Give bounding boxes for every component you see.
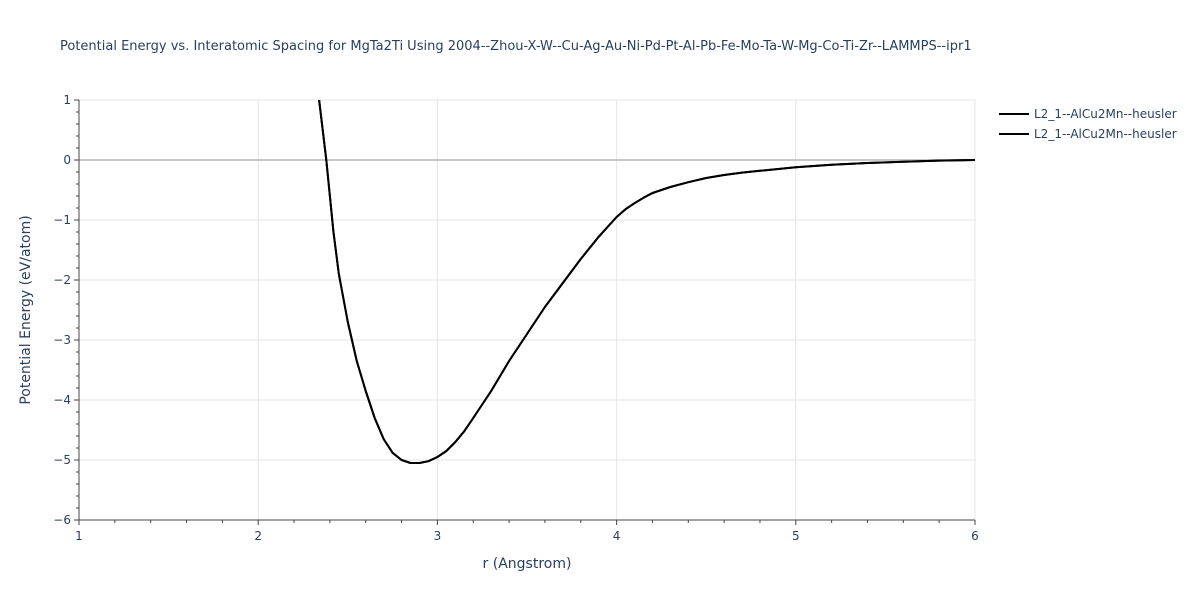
- grid-layer: [79, 99, 976, 520]
- y-tick-label: −4: [53, 393, 71, 407]
- x-tick-label: 4: [613, 529, 621, 543]
- series-line-1: [318, 100, 975, 464]
- series-line-2: [318, 100, 975, 464]
- y-tick-label: −3: [53, 333, 71, 347]
- x-tick-label: 3: [434, 529, 442, 543]
- axis-layer: 1 2 3 4 5 6 1 0 −1 −2 −3 −4 −5 −6: [53, 93, 979, 543]
- y-tick-label: −2: [53, 273, 71, 287]
- chart-title: Potential Energy vs. Interatomic Spacing…: [60, 39, 972, 54]
- x-tick-label: 6: [971, 529, 979, 543]
- legend-item-2[interactable]: L2_1--AlCu2Mn--heusler: [999, 127, 1177, 141]
- legend[interactable]: L2_1--AlCu2Mn--heusler L2_1--AlCu2Mn--heu…: [999, 107, 1177, 141]
- x-tick-label: 2: [254, 529, 262, 543]
- y-tick-label: −6: [53, 513, 71, 527]
- y-tick-label: 1: [63, 93, 71, 107]
- legend-label: L2_1--AlCu2Mn--heusler: [1034, 107, 1177, 121]
- y-tick-label: −1: [53, 213, 71, 227]
- y-tick-label: −5: [53, 453, 71, 467]
- x-tick-label: 5: [792, 529, 800, 543]
- legend-item-1[interactable]: L2_1--AlCu2Mn--heusler: [999, 107, 1177, 121]
- series-layer: [318, 100, 975, 464]
- x-tick-label: 1: [75, 529, 83, 543]
- x-axis-title: r (Angstrom): [483, 556, 572, 572]
- legend-label: L2_1--AlCu2Mn--heusler: [1034, 127, 1177, 141]
- y-axis-title: Potential Energy (eV/atom): [18, 215, 34, 404]
- y-tick-label: 0: [63, 153, 71, 167]
